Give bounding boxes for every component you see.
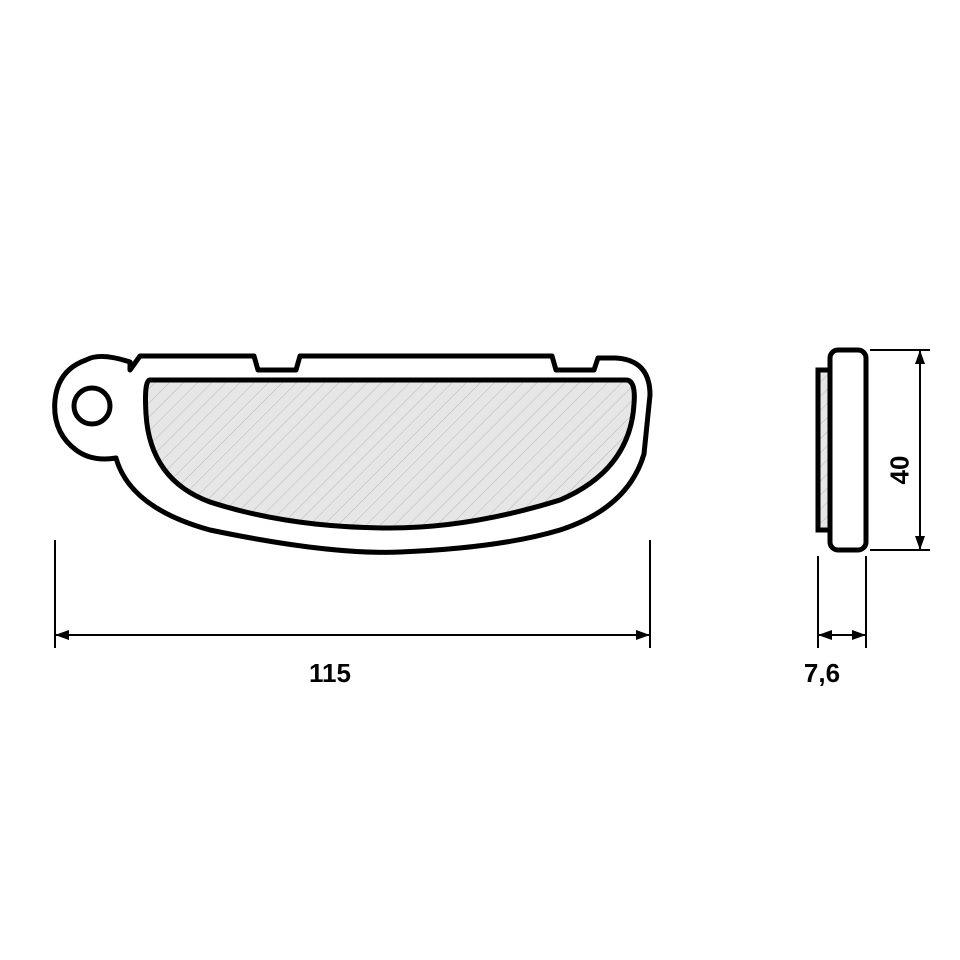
dim-width-label: 115 xyxy=(309,658,351,689)
drawing-svg xyxy=(0,0,960,960)
drawing-canvas: 115 40 7,6 xyxy=(0,0,960,960)
dim-height-label: 40 xyxy=(885,456,916,485)
dim-thickness-label: 7,6 xyxy=(804,658,840,689)
